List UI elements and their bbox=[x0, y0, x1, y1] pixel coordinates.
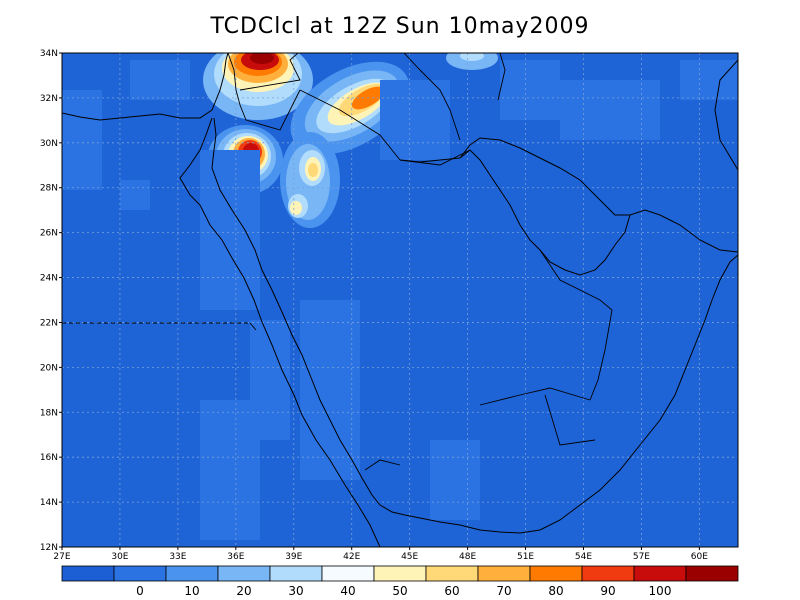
x-axis: 27E 30E 33E 36E 39E 42E 45E 48E 51E 54E 57E 60E bbox=[53, 547, 708, 562]
colorbar-label: 60 bbox=[444, 584, 459, 598]
colorbar-label: 40 bbox=[340, 584, 355, 598]
colorbar-swatch bbox=[685, 565, 739, 582]
colorbar-label: 100 bbox=[649, 584, 672, 598]
y-tick-label: 24N bbox=[40, 274, 58, 284]
colorbar-swatch bbox=[529, 565, 583, 582]
colorbar-swatch bbox=[477, 565, 531, 582]
low-cloud-patches bbox=[62, 60, 738, 540]
y-tick-label: 28N bbox=[40, 184, 58, 194]
y-tick-label: 32N bbox=[40, 94, 58, 104]
borders bbox=[62, 53, 613, 471]
colorbar-swatch bbox=[61, 565, 115, 582]
y-tick-label: 12N bbox=[40, 543, 58, 553]
x-tick-label: 33E bbox=[169, 552, 186, 562]
y-tick-label: 18N bbox=[40, 408, 58, 418]
coastlines bbox=[62, 53, 738, 547]
colorbar-label: 90 bbox=[600, 584, 615, 598]
colorbar-label: 10 bbox=[184, 584, 199, 598]
colorbar-swatch bbox=[113, 565, 167, 582]
map-title: TCDClcl at 12Z Sun 10may2009 bbox=[210, 14, 590, 39]
colorbar-swatch bbox=[321, 565, 375, 582]
y-axis: 12N 14N 16N 18N 20N 22N 24N 26N 28N 30N 32N 34N bbox=[40, 49, 62, 553]
x-tick-label: 51E bbox=[517, 552, 534, 562]
colorbar-swatch bbox=[165, 565, 219, 582]
x-tick-label: 48E bbox=[459, 552, 476, 562]
x-tick-label: 45E bbox=[401, 552, 418, 562]
x-tick-label: 42E bbox=[343, 552, 360, 562]
x-tick-label: 27E bbox=[53, 552, 70, 562]
grid-lines bbox=[62, 53, 738, 547]
x-tick-label: 36E bbox=[227, 552, 244, 562]
y-tick-label: 30N bbox=[40, 139, 58, 149]
x-tick-label: 60E bbox=[691, 552, 708, 562]
x-tick-label: 54E bbox=[575, 552, 592, 562]
colorbar-label: 70 bbox=[496, 584, 511, 598]
colorbar-swatch bbox=[425, 565, 479, 582]
cloud-iraq bbox=[290, 61, 410, 155]
colorbar-label: 80 bbox=[548, 584, 563, 598]
colorbar-swatch bbox=[269, 565, 323, 582]
cloud-field bbox=[62, 53, 738, 540]
colorbar-label: 50 bbox=[392, 584, 407, 598]
colorbar-swatch bbox=[633, 565, 687, 582]
plot-frame bbox=[61, 52, 739, 548]
colorbar-label: 0 bbox=[136, 584, 144, 598]
y-tick-label: 26N bbox=[40, 229, 58, 239]
colorbar-label: 20 bbox=[236, 584, 251, 598]
cloud-nafud bbox=[280, 132, 340, 228]
cloud-jordan bbox=[203, 53, 313, 120]
colorbar-swatch bbox=[217, 565, 271, 582]
y-tick-label: 22N bbox=[40, 318, 58, 328]
x-tick-label: 57E bbox=[633, 552, 650, 562]
colorbar-swatch bbox=[373, 565, 427, 582]
x-tick-label: 30E bbox=[111, 552, 128, 562]
colorbar-label: 30 bbox=[288, 584, 303, 598]
y-tick-label: 14N bbox=[40, 498, 58, 508]
colorbar: 0 10 20 30 40 50 60 70 80 90 100 bbox=[61, 565, 739, 598]
y-tick-label: 16N bbox=[40, 453, 58, 463]
x-tick-label: 39E bbox=[285, 552, 302, 562]
y-tick-label: 34N bbox=[40, 49, 58, 59]
y-tick-label: 20N bbox=[40, 363, 58, 373]
colorbar-swatch bbox=[581, 565, 635, 582]
